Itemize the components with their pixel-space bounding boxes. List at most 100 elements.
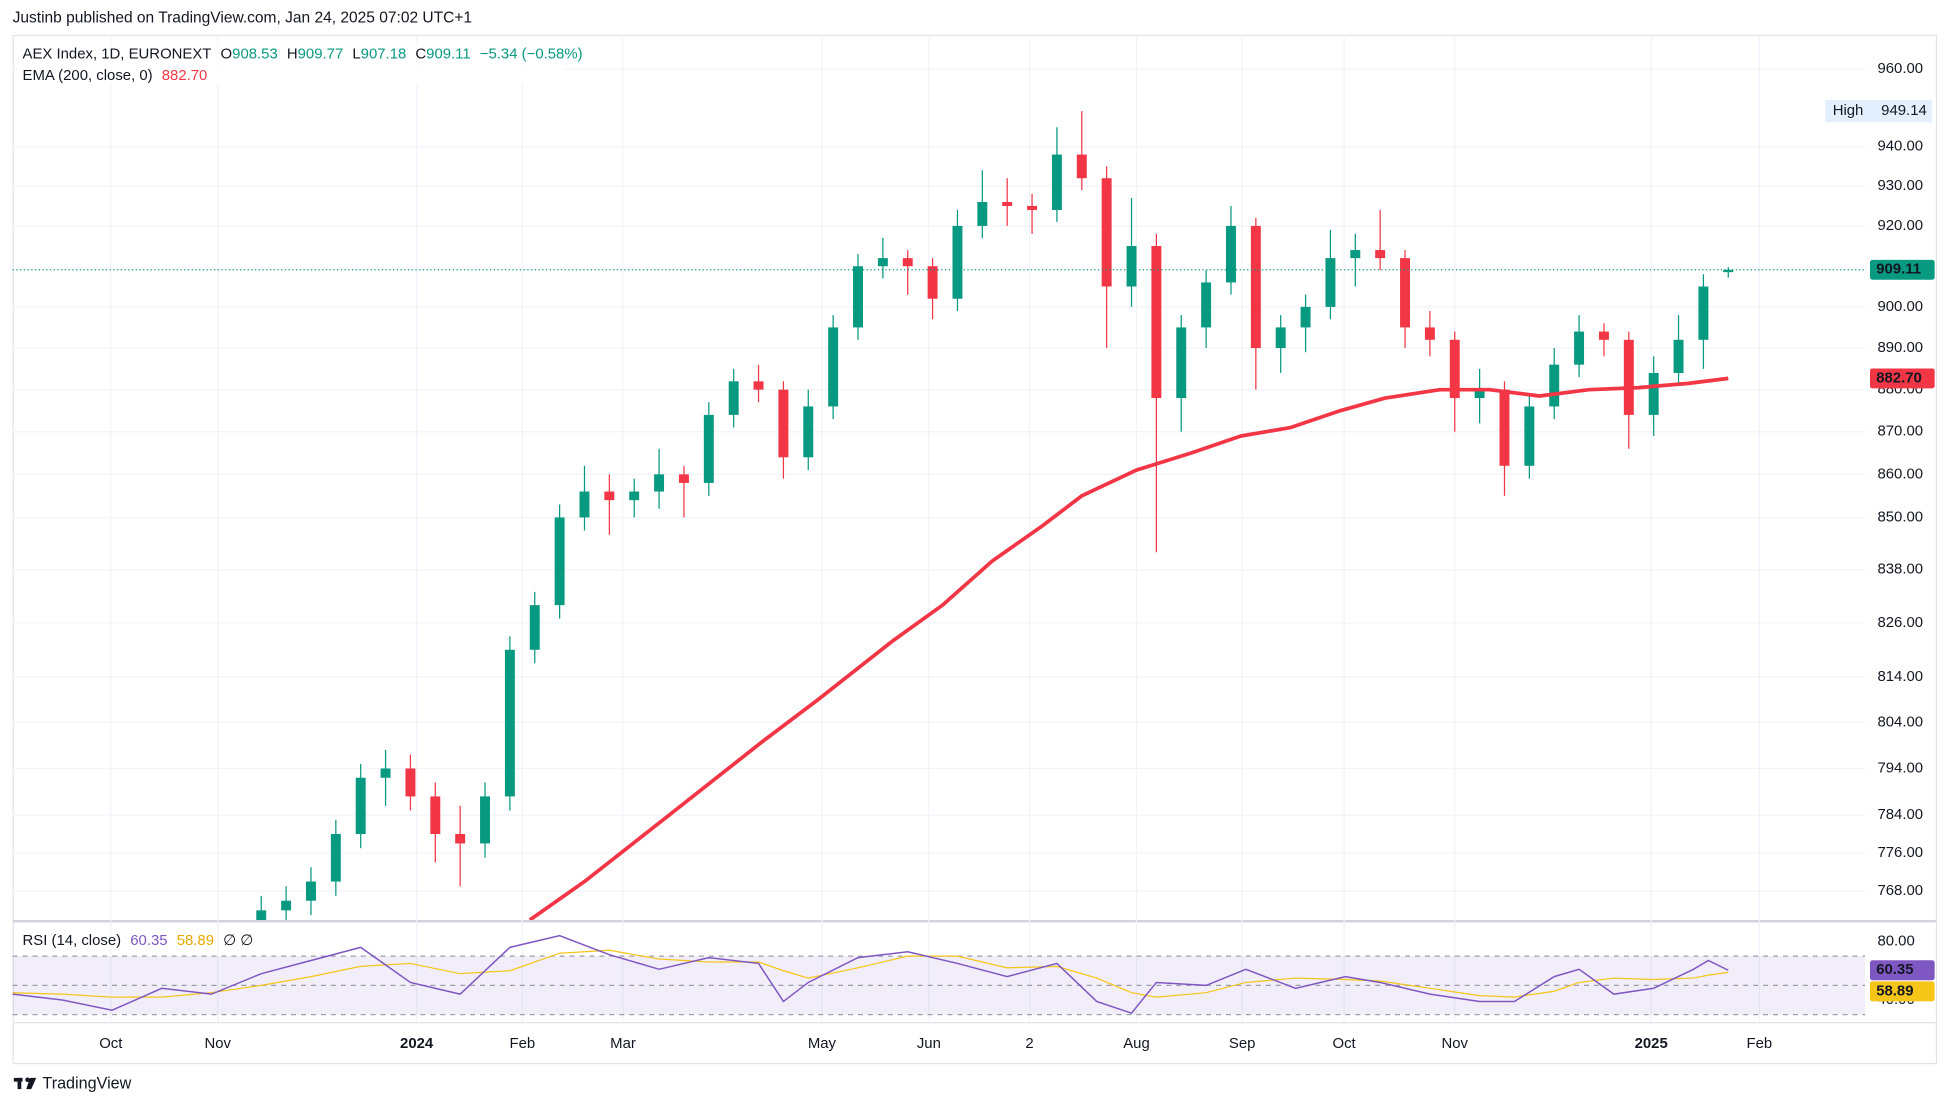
y-tick-label: 814.00	[1877, 669, 1923, 685]
y-tick-label: 900.00	[1877, 299, 1923, 315]
candle-body	[529, 605, 540, 650]
y-tick-label: 794.00	[1877, 760, 1923, 776]
ema-legend: EMA (200, close, 0) 882.70	[23, 68, 208, 84]
candle-body	[654, 474, 665, 492]
candle-body	[728, 381, 739, 415]
rsi-title: RSI (14, close)	[23, 933, 122, 949]
x-tick-label: Feb	[1747, 1036, 1773, 1052]
rsi-line	[12, 934, 1729, 1015]
logo-shape	[25, 1077, 30, 1082]
candle-body	[256, 910, 267, 920]
ema-name: EMA (200, close, 0)	[23, 68, 153, 84]
rsi-pane	[12, 934, 1866, 1016]
candle-body	[1126, 246, 1137, 287]
high-label: High	[1833, 103, 1864, 119]
candle-body	[678, 474, 689, 483]
candle-body	[504, 649, 515, 797]
candle-body	[753, 381, 764, 390]
rsi-ma-value: 58.89	[177, 933, 214, 949]
candle-body	[1499, 389, 1510, 466]
candle-body	[1549, 364, 1560, 407]
grid	[12, 34, 1866, 1022]
y-tick-label: 930.00	[1877, 178, 1923, 194]
candle-body	[1598, 331, 1609, 340]
chart-frame	[12, 34, 1938, 1065]
high-value: 949.14	[1881, 103, 1927, 119]
candle-body	[604, 491, 615, 501]
candle-body	[1350, 250, 1361, 259]
candle-body	[480, 796, 490, 844]
candle-body	[1027, 205, 1038, 210]
y-tick-label: 776.00	[1877, 845, 1923, 861]
y-tick-label: 804.00	[1877, 714, 1923, 730]
y-tick-label: 920.00	[1877, 218, 1923, 234]
high-box	[1825, 99, 1933, 123]
candle-body	[1574, 331, 1585, 365]
candle-body	[330, 834, 341, 882]
candle-body	[1002, 202, 1013, 206]
open-value: 908.53	[232, 47, 278, 63]
x-tick-label: Sep	[1229, 1036, 1256, 1052]
logo-shape	[26, 1077, 37, 1090]
symbol: AEX Index, 1D, EURONEXT	[23, 47, 212, 63]
candle-body	[952, 225, 963, 299]
brand-logo: TradingView	[13, 1074, 132, 1092]
x-tick-label: Oct	[99, 1036, 123, 1052]
candle-body	[1226, 225, 1236, 283]
change: −5.34 (−0.58%)	[480, 47, 583, 63]
y-tick-label: 768.00	[1877, 883, 1923, 899]
rsi-extra: ∅ ∅	[223, 933, 253, 949]
candle-body	[803, 406, 814, 458]
candle-body	[281, 900, 292, 911]
ema-last-label-box	[1870, 368, 1935, 389]
ohlc-label: L	[352, 47, 360, 63]
candle-body	[877, 258, 888, 267]
y-tick-label: 784.00	[1877, 807, 1923, 823]
candle-body	[1300, 306, 1311, 328]
y-tick-label: 850.00	[1877, 509, 1923, 525]
candle-body	[1424, 327, 1435, 340]
candle-body	[1325, 258, 1336, 307]
ema-last-label: 882.70	[1876, 370, 1922, 386]
candle-body	[1648, 372, 1659, 415]
candle-body	[1449, 339, 1460, 399]
y-tick-label: 838.00	[1877, 562, 1923, 578]
x-tick-label: Nov	[204, 1036, 231, 1052]
published-note: Justinb published on TradingView.com, Ja…	[13, 10, 472, 27]
price-pane	[256, 111, 1734, 920]
candle-body	[1101, 178, 1112, 287]
candle-body	[902, 258, 913, 267]
candle-body	[1275, 327, 1286, 349]
candle-body	[1623, 339, 1634, 415]
y-tick-label: 826.00	[1877, 615, 1923, 631]
candle-body	[853, 266, 863, 328]
ohlc-label: C	[415, 47, 426, 63]
ema-line	[528, 376, 1729, 920]
y-tick-label: 960.00	[1877, 61, 1923, 77]
x-tick-label: Feb	[509, 1036, 535, 1052]
brand: TradingView	[42, 1074, 131, 1092]
x-tick-label: Jun	[917, 1036, 941, 1052]
candle-body	[579, 491, 590, 518]
x-tick-label: 2025	[1635, 1036, 1668, 1052]
ema-value: 882.70	[162, 68, 208, 84]
x-tick-label: Nov	[1441, 1036, 1468, 1052]
x-tick-label: May	[808, 1036, 837, 1052]
axes: 960.00940.00930.00920.00900.00890.00880.…	[12, 61, 1935, 1052]
y-tick-label: 860.00	[1877, 466, 1923, 482]
candle-body	[1375, 250, 1386, 259]
candle-body	[1400, 258, 1410, 328]
rsi-ma-line	[12, 949, 1729, 998]
candle-body	[405, 768, 416, 797]
logo-shape	[17, 1077, 22, 1090]
rsi-legend: RSI (14, close) 60.35 58.89 ∅ ∅	[23, 933, 254, 949]
price-legend: AEX Index, 1D, EURONEXT O908.53 H909.77 …	[23, 47, 583, 63]
rsi-value: 60.35	[130, 933, 167, 949]
close-value: 909.11	[426, 47, 471, 63]
candle-body	[1076, 154, 1087, 179]
high-value: 909.77	[298, 47, 344, 63]
low-value: 907.18	[361, 47, 407, 63]
y-tick-label: 890.00	[1877, 340, 1923, 356]
